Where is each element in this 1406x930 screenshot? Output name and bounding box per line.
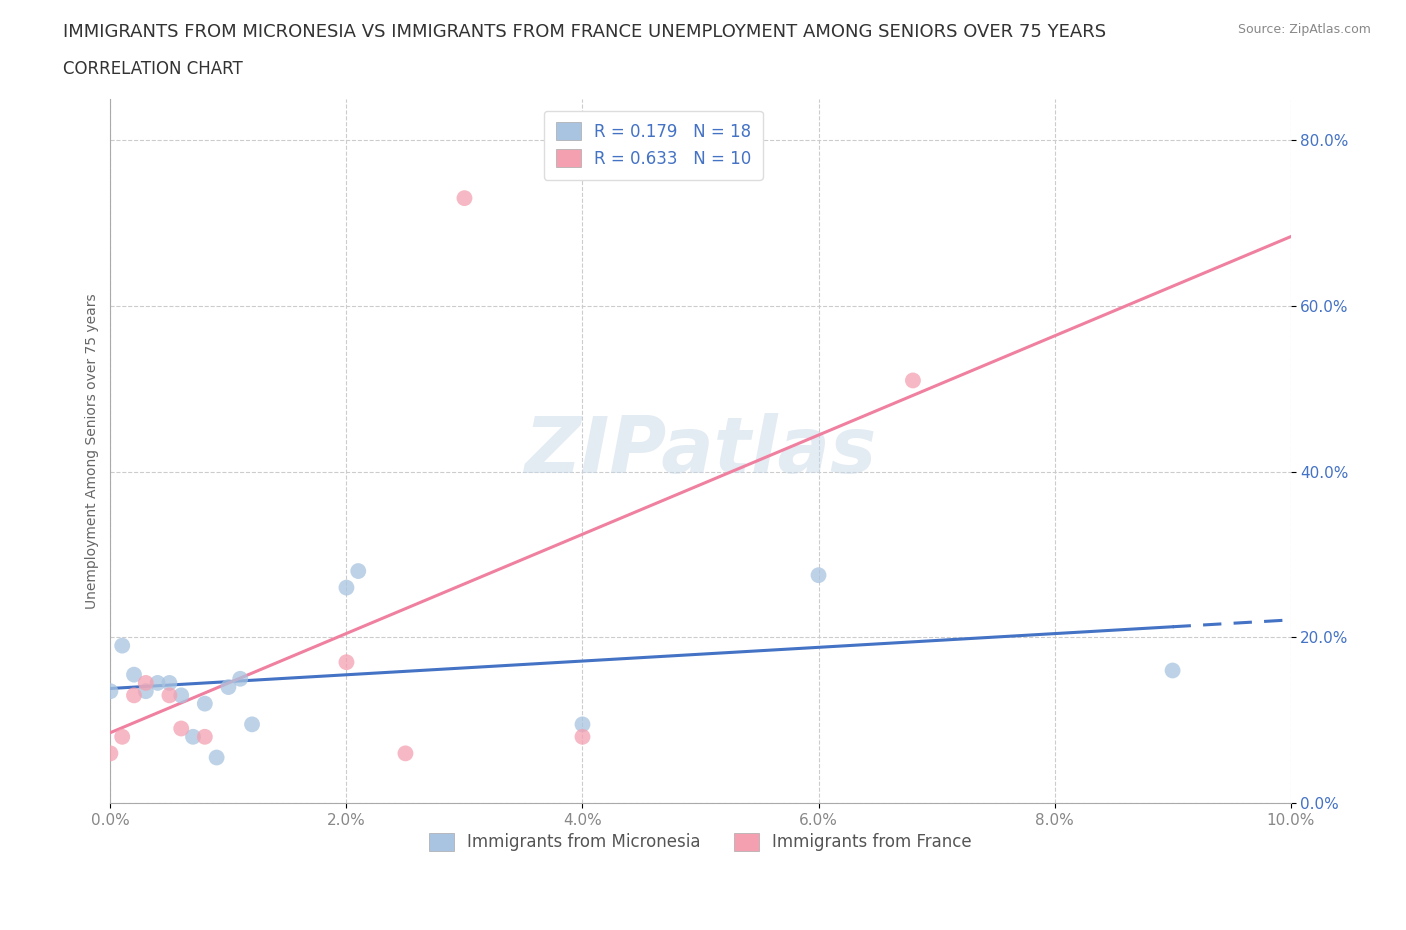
- Legend: Immigrants from Micronesia, Immigrants from France: Immigrants from Micronesia, Immigrants f…: [422, 826, 979, 858]
- Point: [157, 688, 180, 703]
- Point: [146, 675, 169, 690]
- Point: [1161, 663, 1184, 678]
- Point: [100, 684, 122, 698]
- Point: [347, 564, 370, 578]
- Point: [122, 688, 145, 703]
- Point: [194, 697, 217, 711]
- Point: [240, 717, 263, 732]
- Point: [571, 729, 593, 744]
- Point: [335, 655, 357, 670]
- Point: [229, 671, 252, 686]
- Point: [205, 751, 228, 765]
- Point: [901, 373, 924, 388]
- Text: ZIPatlas: ZIPatlas: [524, 413, 876, 489]
- Point: [181, 729, 204, 744]
- Point: [135, 684, 157, 698]
- Point: [111, 638, 134, 653]
- Point: [157, 675, 180, 690]
- Point: [217, 680, 239, 695]
- Point: [100, 746, 122, 761]
- Point: [135, 675, 157, 690]
- Text: CORRELATION CHART: CORRELATION CHART: [63, 60, 243, 78]
- Point: [194, 729, 217, 744]
- Point: [170, 688, 193, 703]
- Text: IMMIGRANTS FROM MICRONESIA VS IMMIGRANTS FROM FRANCE UNEMPLOYMENT AMONG SENIORS : IMMIGRANTS FROM MICRONESIA VS IMMIGRANTS…: [63, 23, 1107, 41]
- Point: [122, 667, 145, 682]
- Point: [111, 729, 134, 744]
- Point: [335, 580, 357, 595]
- Point: [807, 567, 830, 582]
- Point: [453, 191, 475, 206]
- Point: [170, 721, 193, 736]
- Point: [394, 746, 416, 761]
- Point: [571, 717, 593, 732]
- Y-axis label: Unemployment Among Seniors over 75 years: Unemployment Among Seniors over 75 years: [86, 293, 100, 609]
- Text: Source: ZipAtlas.com: Source: ZipAtlas.com: [1237, 23, 1371, 36]
